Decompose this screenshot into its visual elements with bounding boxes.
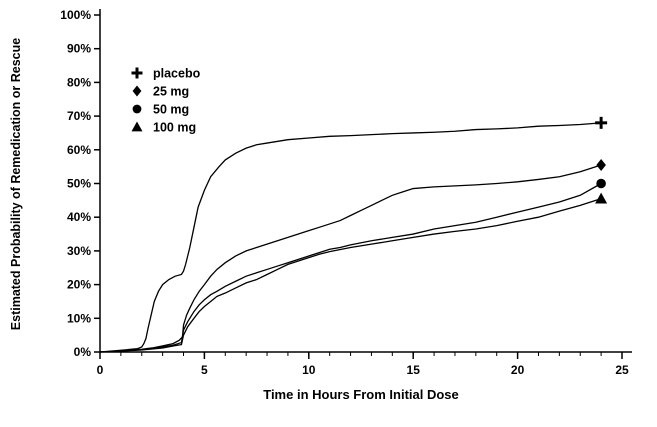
y-tick-label: 60% [67, 143, 91, 157]
y-tick-label: 40% [67, 210, 91, 224]
y-axis-label: Estimated Probability of Remedication or… [9, 38, 23, 330]
series-line-100-mg [99, 198, 602, 353]
y-tick-label: 30% [67, 244, 91, 258]
triangle-marker-icon [595, 192, 608, 204]
y-tick-label: 0% [74, 345, 92, 359]
legend-label-100-mg: 100 mg [153, 121, 196, 135]
y-tick-label: 50% [67, 177, 91, 191]
y-tick-label: 10% [67, 311, 91, 325]
x-tick-label: 5 [201, 363, 208, 377]
series-line-placebo [99, 122, 602, 353]
x-tick-label: 0 [97, 363, 104, 377]
x-tick-label: 15 [407, 363, 421, 377]
circle-marker-icon [132, 104, 142, 114]
plot-area: 0% 10% 20% 30% 40% 50% 60% 70% 80% 90% 100% 0 5 10 15 2… [60, 8, 632, 377]
legend-label-50-mg: 50 mg [153, 103, 189, 117]
series-line-50-mg [99, 182, 602, 353]
diamond-marker-icon [596, 158, 606, 171]
legend-label-25-mg: 25 mg [153, 85, 189, 99]
x-tick-label: 20 [511, 363, 525, 377]
x-tick-label: 25 [615, 363, 629, 377]
x-axis-label: Time in Hours From Initial Dose [263, 387, 459, 402]
y-tick-label: 80% [67, 75, 91, 89]
legend-label-placebo: placebo [153, 67, 201, 81]
y-tick-label: 100% [60, 8, 91, 22]
series-line-25-mg [99, 164, 602, 353]
x-tick-label: 10 [302, 363, 316, 377]
diamond-marker-icon [132, 85, 142, 97]
y-tick-label: 90% [67, 42, 91, 56]
triangle-marker-icon [131, 121, 143, 132]
y-tick-label: 20% [67, 278, 91, 292]
y-tick-label: 70% [67, 109, 91, 123]
circle-marker-icon [596, 178, 606, 189]
